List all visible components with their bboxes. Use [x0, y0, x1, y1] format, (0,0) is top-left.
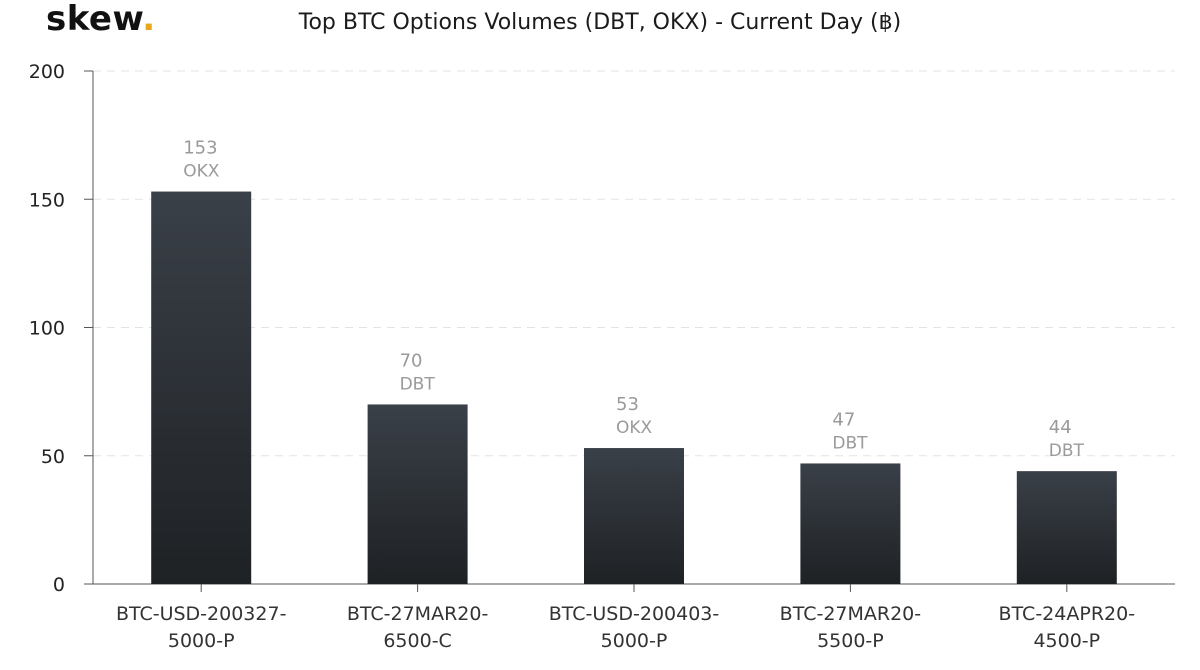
bar	[800, 463, 901, 584]
data-label-exchange: OKX	[183, 162, 220, 182]
x-tick-label-line: BTC-27MAR20-	[780, 603, 921, 625]
data-label-value: 53	[616, 394, 639, 415]
y-tick-label: 200	[29, 61, 65, 83]
x-tick-label: BTC-24APR20- 4500-P	[999, 603, 1136, 652]
x-tick-label-line: 5000-P	[168, 630, 235, 652]
bar	[367, 404, 468, 584]
data-label-exchange: DBT	[832, 433, 868, 453]
chart-title: Top BTC Options Volumes (DBT, OKX) - Cur…	[298, 10, 902, 35]
brand-name: skew	[46, 0, 143, 39]
x-tick-label-line: 5500-P	[817, 630, 884, 652]
y-tick-label: 150	[29, 189, 65, 211]
data-label-exchange: OKX	[616, 418, 653, 438]
data-label-value: 153	[183, 138, 217, 159]
x-tick-label-line: 4500-P	[1033, 630, 1100, 652]
x-tick-label-line: 5000-P	[601, 630, 668, 652]
labels: 0 50 100 150 200 153 OKX BTC-USD-200327- 5000-P 7…	[29, 61, 1135, 652]
data-label-value: 70	[400, 350, 423, 371]
y-tick-label: 0	[53, 574, 65, 596]
data-label-exchange: DBT	[1049, 441, 1085, 461]
x-tick-label: BTC-USD-200327- 5000-P	[116, 603, 287, 652]
bars	[151, 191, 1117, 584]
x-tick-label-line: BTC-27MAR20-	[347, 603, 488, 625]
x-tick-label-line: 6500-C	[383, 630, 451, 652]
data-label-exchange: DBT	[400, 374, 436, 394]
data-label-value: 44	[1049, 417, 1072, 438]
bar	[1016, 471, 1117, 584]
brand-logo: skew.	[46, 2, 156, 36]
x-tick-label-line: BTC-USD-200327-	[116, 603, 287, 625]
x-tick-label-line: BTC-USD-200403-	[549, 603, 720, 625]
y-tick-label: 50	[41, 446, 65, 468]
bar	[584, 448, 684, 584]
grid-lines	[93, 70, 1175, 457]
y-tick-label: 100	[29, 318, 65, 340]
x-tick-label: BTC-27MAR20- 6500-C	[347, 603, 488, 652]
bar	[151, 191, 252, 584]
x-tick-label: BTC-27MAR20- 5500-P	[780, 603, 921, 652]
data-label-value: 47	[832, 409, 855, 430]
x-tick-label-line: BTC-24APR20-	[999, 603, 1136, 625]
brand-dot: .	[142, 0, 156, 39]
x-tick-label: BTC-USD-200403- 5000-P	[549, 603, 720, 652]
